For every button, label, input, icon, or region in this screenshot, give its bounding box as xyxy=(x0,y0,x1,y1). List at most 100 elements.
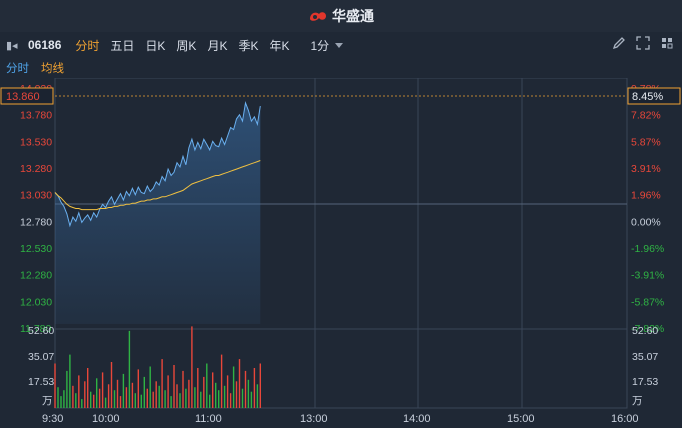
volume-label-low-right: 17.53 xyxy=(632,376,658,388)
stock-code: 06186 xyxy=(28,38,62,52)
volume-bar xyxy=(238,359,241,408)
tab-timeshare-indicator[interactable]: 分时 xyxy=(6,63,29,75)
volume-bar xyxy=(69,354,71,408)
tab-timeshare[interactable]: 分时 xyxy=(75,38,100,53)
time-label-1300: 13:00 xyxy=(300,413,328,425)
percent-tick-label: -5.87% xyxy=(631,296,664,308)
tab-monthly-k[interactable]: 月K xyxy=(207,38,228,53)
volume-bar xyxy=(179,393,181,408)
volume-bar xyxy=(200,391,202,408)
volume-bar xyxy=(66,370,68,408)
volume-bar xyxy=(170,396,172,408)
volume-bar xyxy=(137,369,139,408)
volume-bar xyxy=(223,385,226,408)
tab-yearly-k[interactable]: 年K xyxy=(269,38,290,53)
price-tick-label: 13.030 xyxy=(20,190,52,202)
right-percent-axis: 9.78%7.82%5.87%3.91%1.96%0.00%-1.96%-3.9… xyxy=(631,83,664,335)
percent-tick-label: 5.87% xyxy=(631,136,661,148)
pen-icon[interactable] xyxy=(612,36,626,50)
current-pct-box xyxy=(627,87,681,105)
volume-bar xyxy=(215,382,217,408)
current-pct: 8.45% xyxy=(632,91,663,103)
volume-bar xyxy=(140,394,142,408)
volume-bar xyxy=(185,388,187,408)
volume-bar xyxy=(250,391,253,408)
volume-label-top-left: 52.60 xyxy=(28,325,54,337)
volume-bar xyxy=(96,378,98,408)
volume-bar xyxy=(84,381,86,408)
left-price-axis: 14.03013.78013.53013.28013.03012.78012.5… xyxy=(20,83,52,335)
tab-daily-k[interactable]: 日K xyxy=(145,38,166,53)
brand-name: 华盛通 xyxy=(332,8,374,24)
volume-bar xyxy=(173,365,175,408)
volume-bar xyxy=(90,391,92,408)
volume-bar xyxy=(93,394,95,408)
percent-tick-label: -7.82% xyxy=(631,323,664,335)
volume-axis: 52.60 35.07 17.53 万 52.60 35.07 17.53 万 xyxy=(28,325,658,407)
volume-bar xyxy=(191,326,193,408)
volume-bar xyxy=(146,388,148,408)
volume-bar xyxy=(188,379,190,408)
price-tick-label: 12.280 xyxy=(20,270,52,282)
percent-tick-label: 7.82% xyxy=(631,110,661,122)
tab-avg-line[interactable]: 均线 xyxy=(41,63,64,75)
top-bar: 华盛通 xyxy=(0,0,682,32)
toolbar: ▮◂ 06186 分时 五日 日K 周K 月K 季K 年K 1分 xyxy=(0,32,682,58)
volume-bar xyxy=(259,363,261,408)
volume-bar xyxy=(54,363,56,408)
time-label-1500: 15:00 xyxy=(507,413,535,425)
volume-bar xyxy=(101,372,104,408)
tab-weekly-k[interactable]: 周K xyxy=(176,38,197,53)
current-price: 13.860 xyxy=(6,91,40,103)
volume-label-mid-left: 35.07 xyxy=(28,351,54,363)
percent-tick-label: 1.96% xyxy=(631,190,661,202)
volume-bar xyxy=(113,390,116,408)
chevron-down-icon xyxy=(335,42,344,48)
volume-bar xyxy=(212,372,214,408)
volume-bar xyxy=(244,370,247,408)
price-cursor: 13.860 8.45% xyxy=(0,87,681,105)
volume-bar xyxy=(247,379,250,408)
price-tick-label: 12.030 xyxy=(20,296,52,308)
time-label-1100: 11:00 xyxy=(195,413,222,425)
volume-label-top-right: 52.60 xyxy=(632,325,658,337)
volume-bar xyxy=(206,363,208,408)
time-label-1000: 10:00 xyxy=(92,413,120,425)
time-label-1600: 16:00 xyxy=(611,413,639,425)
tab-quarterly-k[interactable]: 季K xyxy=(238,38,259,53)
volume-bar xyxy=(122,373,125,408)
volume-bar xyxy=(60,396,62,408)
volume-bar xyxy=(131,382,134,408)
time-axis: 9:30 10:00 11:00 13:00 14:00 15:00 16:00 xyxy=(42,413,639,425)
brand: 华盛通 xyxy=(308,6,374,26)
settings-icon[interactable] xyxy=(660,36,674,50)
volume-bar xyxy=(104,397,107,408)
volume-bar xyxy=(110,362,113,408)
volume-bar xyxy=(57,387,59,408)
volume-bars xyxy=(54,326,261,408)
volume-bar xyxy=(155,381,157,408)
minute-select-value: 1分 xyxy=(310,38,330,53)
current-price-box xyxy=(0,87,54,105)
volume-bar xyxy=(226,375,229,408)
fullscreen-icon[interactable] xyxy=(636,36,650,50)
volume-unit: 万 xyxy=(42,395,53,407)
volume-bar xyxy=(128,330,131,408)
collapse-panel-icon[interactable]: ▮◂ xyxy=(6,39,18,52)
percent-tick-label: -1.96% xyxy=(631,243,664,255)
price-tick-label: 12.780 xyxy=(20,216,52,228)
timeshare-chart[interactable]: 14.03013.78013.53013.28013.03012.78012.5… xyxy=(0,78,682,428)
volume-bar xyxy=(161,359,163,408)
volume-bar xyxy=(81,399,83,408)
minute-select[interactable]: 1分 xyxy=(310,37,344,54)
volume-bar xyxy=(78,375,80,408)
volume-bar xyxy=(235,381,238,408)
volume-bar xyxy=(218,390,220,408)
volume-bar xyxy=(167,375,169,408)
volume-bar xyxy=(232,366,235,408)
tab-five-day[interactable]: 五日 xyxy=(110,38,135,53)
volume-bar xyxy=(119,396,122,408)
volume-bar xyxy=(203,376,205,408)
avg-price-line xyxy=(54,160,261,211)
price-tick-label: 12.530 xyxy=(20,243,52,255)
